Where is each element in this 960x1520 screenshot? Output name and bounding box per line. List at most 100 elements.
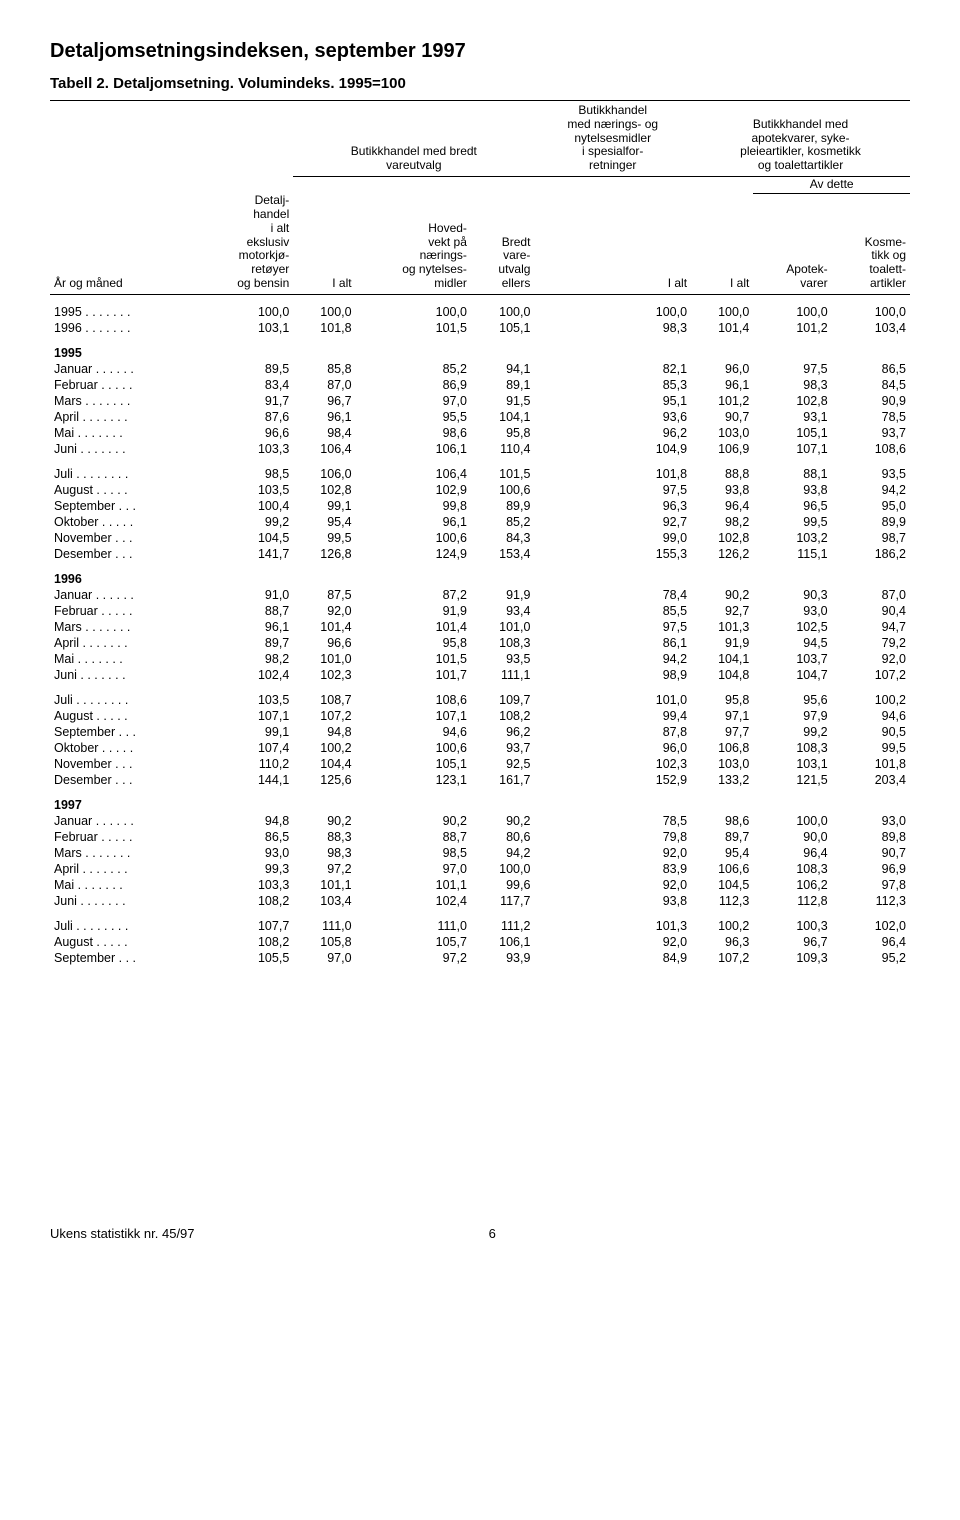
table-row: November . . .110,2104,4105,192,5102,310… — [50, 756, 910, 772]
cell: 82,1 — [534, 361, 691, 377]
cell: 103,3 — [198, 441, 293, 457]
table-row: Januar . . . . . .94,890,290,290,278,598… — [50, 813, 910, 829]
cell: 99,0 — [534, 530, 691, 546]
table-row: April . . . . . . .89,796,695,8108,386,1… — [50, 635, 910, 651]
col-year-month: År og måned — [50, 193, 198, 292]
table-row: April . . . . . . .87,696,195,5104,193,6… — [50, 409, 910, 425]
cell: 95,4 — [691, 845, 753, 861]
cell: 86,1 — [534, 635, 691, 651]
section-head: 1995 — [50, 336, 910, 361]
cell: 96,1 — [293, 409, 355, 425]
row-label: Januar . . . . . . — [50, 813, 198, 829]
col-kosme: Kosme-tikk ogtoalett-artikler — [832, 193, 910, 292]
cell: 87,0 — [832, 587, 910, 603]
cell: 104,1 — [691, 651, 753, 667]
cell: 79,2 — [832, 635, 910, 651]
cell: 95,8 — [356, 635, 471, 651]
cell: 91,9 — [691, 635, 753, 651]
cell: 102,0 — [832, 909, 910, 934]
cell: 97,5 — [753, 361, 831, 377]
cell: 108,6 — [832, 441, 910, 457]
cell: 100,0 — [356, 294, 471, 320]
row-label: August . . . . . — [50, 934, 198, 950]
cell: 102,4 — [198, 667, 293, 683]
cell: 108,7 — [293, 683, 355, 708]
cell: 96,4 — [832, 934, 910, 950]
cell: 94,8 — [198, 813, 293, 829]
cell: 117,7 — [471, 893, 535, 909]
cell: 95,2 — [832, 950, 910, 966]
cell: 126,2 — [691, 546, 753, 562]
cell: 93,8 — [753, 482, 831, 498]
cell: 90,9 — [832, 393, 910, 409]
cell: 94,2 — [832, 482, 910, 498]
section-head: 1996 — [50, 562, 910, 587]
cell: 95,4 — [293, 514, 355, 530]
cell: 87,6 — [198, 409, 293, 425]
table-row: Juli . . . . . . . .98,5106,0106,4101,51… — [50, 457, 910, 482]
row-label: Juni . . . . . . . — [50, 667, 198, 683]
cell: 101,0 — [293, 651, 355, 667]
col-group-naer: Butikkhandelmed nærings- ognytelsesmidle… — [534, 103, 691, 174]
cell: 155,3 — [534, 546, 691, 562]
cell: 91,5 — [471, 393, 535, 409]
cell: 91,7 — [198, 393, 293, 409]
row-label: August . . . . . — [50, 708, 198, 724]
cell: 99,6 — [471, 877, 535, 893]
cell: 96,1 — [356, 514, 471, 530]
cell: 112,3 — [832, 893, 910, 909]
row-label: Desember . . . — [50, 772, 198, 788]
cell: 95,6 — [753, 683, 831, 708]
cell: 104,5 — [198, 530, 293, 546]
cell: 87,2 — [356, 587, 471, 603]
cell: 96,1 — [198, 619, 293, 635]
cell: 100,0 — [832, 294, 910, 320]
cell: 95,8 — [691, 683, 753, 708]
cell: 152,9 — [534, 772, 691, 788]
row-label: 1995 . . . . . . . — [50, 294, 198, 320]
table-row: Juni . . . . . . .108,2103,4102,4117,793… — [50, 893, 910, 909]
cell: 96,0 — [534, 740, 691, 756]
cell: 101,1 — [356, 877, 471, 893]
row-label: Mars . . . . . . . — [50, 845, 198, 861]
cell: 87,8 — [534, 724, 691, 740]
cell: 96,7 — [753, 934, 831, 950]
table-row: April . . . . . . .99,397,297,0100,083,9… — [50, 861, 910, 877]
table-row: September . . .100,499,199,889,996,396,4… — [50, 498, 910, 514]
table-row: Juni . . . . . . .102,4102,3101,7111,198… — [50, 667, 910, 683]
cell: 93,7 — [832, 425, 910, 441]
cell: 104,5 — [691, 877, 753, 893]
cell: 126,8 — [293, 546, 355, 562]
cell: 99,4 — [534, 708, 691, 724]
row-label: Juni . . . . . . . — [50, 441, 198, 457]
cell: 87,0 — [293, 377, 355, 393]
row-label: Februar . . . . . — [50, 603, 198, 619]
cell: 94,2 — [534, 651, 691, 667]
cell: 153,4 — [471, 546, 535, 562]
cell: 108,3 — [753, 861, 831, 877]
cell: 83,4 — [198, 377, 293, 393]
cell: 104,9 — [534, 441, 691, 457]
cell: 98,9 — [534, 667, 691, 683]
cell: 96,3 — [691, 934, 753, 950]
cell: 106,9 — [691, 441, 753, 457]
cell: 92,0 — [534, 934, 691, 950]
cell: 98,5 — [198, 457, 293, 482]
row-label: September . . . — [50, 950, 198, 966]
cell: 92,0 — [293, 603, 355, 619]
cell: 97,9 — [753, 708, 831, 724]
cell: 101,8 — [534, 457, 691, 482]
cell: 89,9 — [471, 498, 535, 514]
cell: 95,5 — [356, 409, 471, 425]
cell: 105,7 — [356, 934, 471, 950]
cell: 91,9 — [356, 603, 471, 619]
cell: 97,0 — [293, 950, 355, 966]
row-label: Mai . . . . . . . — [50, 425, 198, 441]
table-row: Mars . . . . . . .93,098,398,594,292,095… — [50, 845, 910, 861]
table-row: August . . . . .107,1107,2107,1108,299,4… — [50, 708, 910, 724]
col-apotek: Apotek-varer — [753, 193, 831, 292]
cell: 85,2 — [471, 514, 535, 530]
cell: 97,0 — [356, 861, 471, 877]
cell: 102,8 — [293, 482, 355, 498]
row-label: April . . . . . . . — [50, 861, 198, 877]
